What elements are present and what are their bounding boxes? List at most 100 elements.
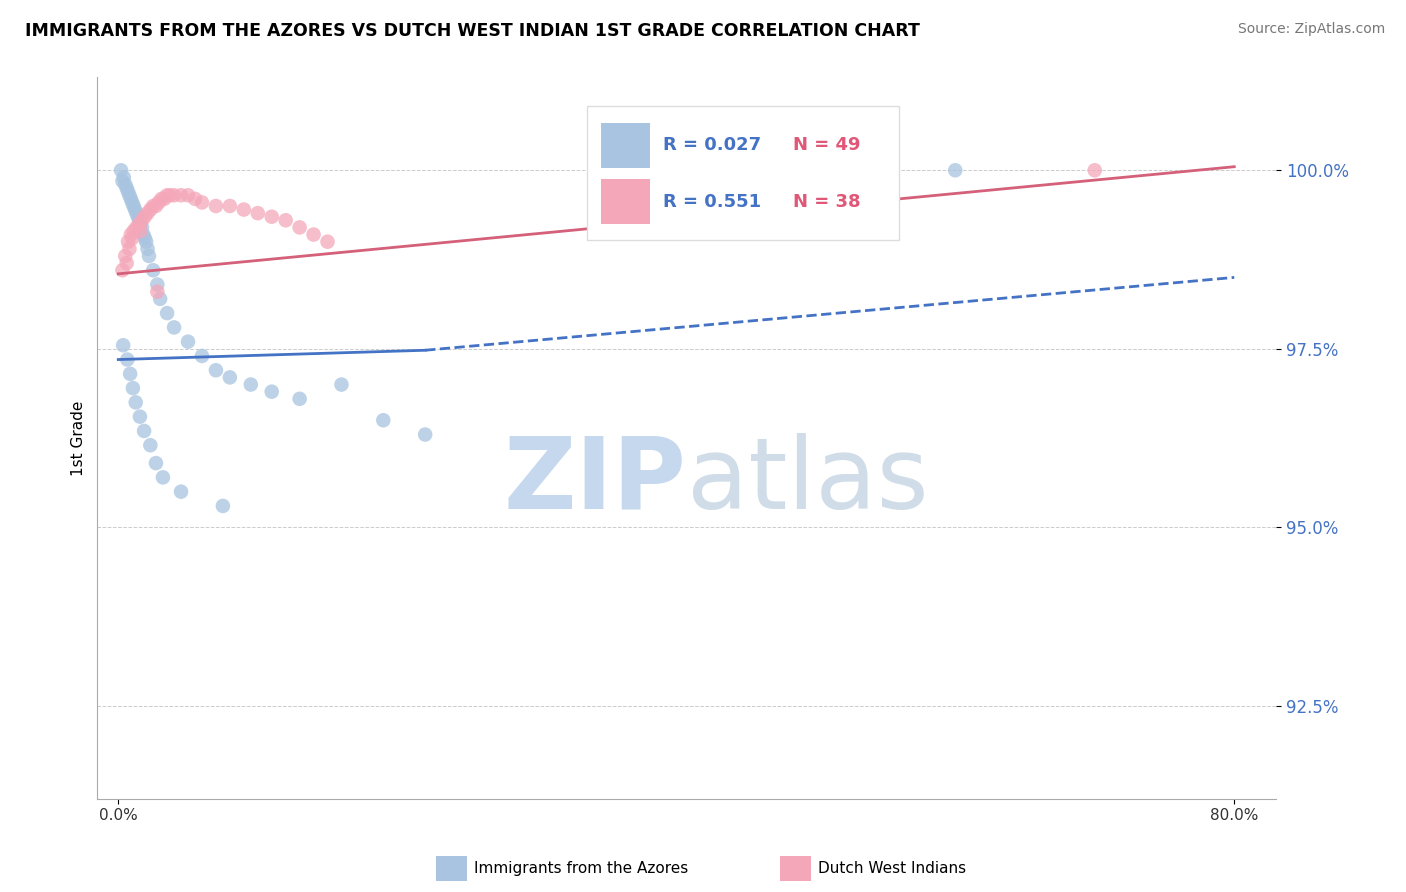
Text: Immigrants from the Azores: Immigrants from the Azores bbox=[474, 862, 688, 876]
Point bbox=[274, 213, 297, 227]
Point bbox=[212, 499, 235, 513]
Point bbox=[139, 202, 162, 217]
Point bbox=[111, 263, 134, 277]
Text: N = 49: N = 49 bbox=[793, 136, 860, 154]
Point bbox=[170, 484, 193, 499]
Point bbox=[127, 210, 149, 224]
Point bbox=[205, 363, 228, 377]
Point bbox=[129, 224, 152, 238]
Point bbox=[129, 409, 152, 424]
FancyBboxPatch shape bbox=[600, 123, 650, 168]
Point bbox=[146, 285, 169, 299]
Point bbox=[118, 188, 141, 202]
Text: Source: ZipAtlas.com: Source: ZipAtlas.com bbox=[1237, 22, 1385, 37]
Point bbox=[260, 210, 283, 224]
Point bbox=[330, 377, 353, 392]
Point bbox=[134, 210, 156, 224]
FancyBboxPatch shape bbox=[600, 179, 650, 224]
Point bbox=[121, 231, 143, 245]
Point bbox=[135, 235, 157, 249]
Point bbox=[128, 213, 150, 227]
Point bbox=[260, 384, 283, 399]
Point bbox=[146, 277, 169, 292]
Point bbox=[120, 227, 142, 242]
Point bbox=[110, 163, 132, 178]
Point bbox=[112, 338, 135, 352]
Point bbox=[132, 227, 155, 242]
Point bbox=[122, 224, 145, 238]
Text: R = 0.551: R = 0.551 bbox=[664, 193, 761, 211]
Point bbox=[121, 195, 143, 210]
Point bbox=[125, 220, 148, 235]
Point bbox=[117, 235, 139, 249]
Point bbox=[184, 192, 207, 206]
Point bbox=[149, 292, 172, 306]
Point bbox=[139, 438, 162, 452]
Y-axis label: 1st Grade: 1st Grade bbox=[72, 401, 86, 475]
Point bbox=[114, 249, 136, 263]
Point bbox=[136, 242, 159, 256]
Text: R = 0.027: R = 0.027 bbox=[664, 136, 761, 154]
Text: Dutch West Indians: Dutch West Indians bbox=[818, 862, 966, 876]
Point bbox=[373, 413, 395, 427]
Point bbox=[302, 227, 325, 242]
Point bbox=[128, 217, 150, 231]
Point bbox=[142, 199, 165, 213]
Point bbox=[288, 220, 311, 235]
Point bbox=[134, 231, 156, 245]
Point bbox=[145, 456, 167, 470]
Point bbox=[131, 220, 153, 235]
Point bbox=[218, 199, 240, 213]
Point bbox=[152, 470, 174, 484]
Point bbox=[1084, 163, 1107, 178]
Point bbox=[191, 349, 214, 363]
Point bbox=[136, 206, 159, 220]
FancyBboxPatch shape bbox=[586, 106, 898, 240]
Point bbox=[177, 188, 200, 202]
Text: atlas: atlas bbox=[686, 433, 928, 530]
Point bbox=[288, 392, 311, 406]
Point bbox=[163, 188, 186, 202]
Text: N = 38: N = 38 bbox=[793, 193, 860, 211]
Point bbox=[177, 334, 200, 349]
Point bbox=[124, 202, 146, 217]
Point bbox=[117, 352, 139, 367]
Text: ZIP: ZIP bbox=[503, 433, 686, 530]
Point bbox=[205, 199, 228, 213]
Point bbox=[191, 195, 214, 210]
Text: IMMIGRANTS FROM THE AZORES VS DUTCH WEST INDIAN 1ST GRADE CORRELATION CHART: IMMIGRANTS FROM THE AZORES VS DUTCH WEST… bbox=[25, 22, 920, 40]
Point bbox=[142, 263, 165, 277]
Point bbox=[122, 381, 145, 395]
Point bbox=[120, 192, 142, 206]
Point bbox=[246, 206, 269, 220]
Point bbox=[153, 192, 176, 206]
Point bbox=[120, 367, 142, 381]
Point bbox=[232, 202, 254, 217]
Point bbox=[115, 256, 138, 270]
Point bbox=[150, 192, 173, 206]
Point bbox=[115, 181, 138, 195]
Point bbox=[156, 188, 179, 202]
Point bbox=[118, 242, 141, 256]
Point bbox=[114, 178, 136, 192]
Point bbox=[131, 213, 153, 227]
Point bbox=[132, 424, 155, 438]
Point bbox=[129, 217, 152, 231]
Point bbox=[943, 163, 966, 178]
Point bbox=[218, 370, 240, 384]
Point bbox=[111, 174, 134, 188]
Point bbox=[170, 188, 193, 202]
Point bbox=[112, 170, 135, 185]
Point bbox=[316, 235, 339, 249]
Point bbox=[125, 206, 148, 220]
Point bbox=[239, 377, 262, 392]
Point bbox=[125, 395, 148, 409]
Point bbox=[413, 427, 436, 442]
Point bbox=[148, 195, 170, 210]
Point bbox=[163, 320, 186, 334]
Point bbox=[117, 185, 139, 199]
Point bbox=[145, 199, 167, 213]
Point bbox=[156, 306, 179, 320]
Point bbox=[159, 188, 181, 202]
Point bbox=[122, 199, 145, 213]
